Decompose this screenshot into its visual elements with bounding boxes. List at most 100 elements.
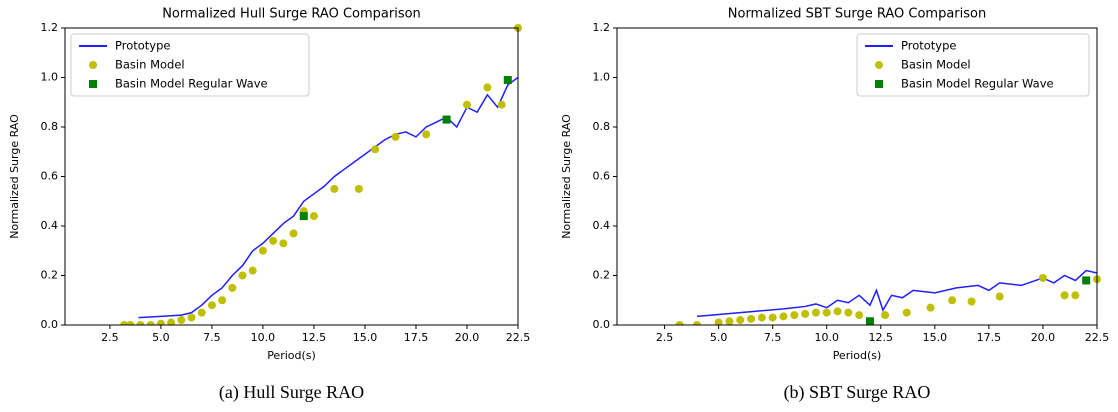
x-tick-label: 22.5 (506, 331, 531, 344)
data-point (693, 321, 701, 325)
chart-title: Normalized SBT Surge RAO Comparison (728, 7, 986, 22)
caption: (b) SBT Surge RAO (784, 382, 931, 403)
x-axis-label: Period(s) (267, 349, 316, 362)
legend-label: Basin Model Regular Wave (115, 77, 268, 91)
legend-swatch (875, 80, 883, 88)
data-point (503, 75, 512, 84)
data-point (865, 317, 874, 325)
series-line (138, 76, 519, 319)
x-tick-label: 12.5 (302, 331, 327, 344)
y-axis-label: Normalized Surge RAO (560, 114, 573, 239)
legend-label: Prototype (115, 39, 170, 53)
data-point (768, 313, 777, 322)
data-point (218, 296, 227, 305)
legend-label: Basin Model (901, 58, 971, 72)
legend-label: Prototype (901, 39, 956, 53)
x-tick-label: 5.0 (710, 331, 728, 344)
y-tick-label: 1.2 (593, 21, 611, 34)
data-point (269, 236, 278, 245)
data-point (714, 318, 723, 325)
plot-area (675, 269, 1101, 325)
data-point (197, 308, 206, 317)
y-tick-label: 0.4 (593, 219, 611, 232)
axes-frame (616, 27, 1098, 326)
data-point (228, 283, 237, 292)
y-tick-label: 0.0 (593, 318, 611, 331)
y-tick-label: 1.0 (593, 71, 611, 84)
x-tick-label: 7.5 (203, 331, 221, 344)
data-point (289, 229, 298, 238)
data-point (725, 317, 734, 325)
data-point (258, 246, 267, 255)
x-tick-label: 22.5 (1085, 331, 1110, 344)
caption: (a) Hull Surge RAO (219, 382, 364, 403)
panel: Normalized Hull Surge RAO Comparison Peri… (8, 7, 530, 404)
y-tick-label: 0.2 (41, 269, 59, 282)
data-point (967, 297, 976, 306)
legend-swatch (875, 61, 883, 69)
data-point (167, 318, 176, 325)
data-point (757, 313, 766, 322)
data-point (790, 311, 799, 320)
x-tick-label: 15.0 (353, 331, 378, 344)
x-axis-label: Period(s) (833, 349, 882, 362)
data-point (177, 316, 186, 325)
data-point (136, 321, 145, 325)
data-point (330, 184, 339, 193)
data-point (902, 308, 911, 317)
axes-frame (64, 27, 519, 326)
x-tick-label: 5.0 (152, 331, 170, 344)
data-point (442, 115, 451, 124)
data-point (1060, 291, 1069, 300)
legend: Prototype Basin Model Basin Model Regular … (856, 33, 1090, 97)
x-tick-label: 20.0 (1031, 331, 1056, 344)
data-point (238, 271, 247, 280)
x-tick-label: 2.5 (656, 331, 674, 344)
legend: Prototype Basin Model Basin Model Regular … (70, 33, 310, 97)
data-point (747, 314, 756, 323)
legend-box (70, 33, 310, 97)
data-point (279, 239, 288, 248)
legend-label: Basin Model Regular Wave (901, 77, 1054, 91)
legend-label: Basin Model (115, 58, 185, 72)
data-point (146, 321, 155, 325)
x-tick-label: 10.0 (251, 331, 276, 344)
y-tick-label: 0.4 (41, 219, 59, 232)
legend-swatch (89, 80, 97, 88)
data-point (462, 100, 471, 109)
y-tick-label: 0.2 (593, 269, 611, 282)
data-point (926, 303, 935, 312)
data-point (371, 145, 380, 154)
panel: Normalized SBT Surge RAO Comparison Perio… (560, 7, 1109, 404)
y-tick-label: 0.8 (593, 120, 611, 133)
data-point (881, 311, 890, 320)
data-point (1038, 273, 1047, 282)
x-tick-label: 7.5 (764, 331, 782, 344)
data-point (675, 321, 684, 325)
data-point (187, 313, 196, 322)
series-line (696, 269, 1098, 318)
data-point (497, 100, 506, 109)
data-point (391, 132, 400, 141)
x-tick-label: 12.5 (869, 331, 894, 344)
data-point (422, 130, 431, 139)
x-tick-label: 15.0 (923, 331, 948, 344)
data-point (1071, 291, 1080, 300)
legend-swatch (89, 61, 97, 69)
data-point (948, 296, 957, 305)
chart-title: Normalized Hull Surge RAO Comparison (162, 7, 421, 22)
y-tick-label: 0.6 (593, 170, 611, 183)
data-point (855, 311, 864, 320)
y-tick-label: 0.0 (41, 318, 59, 331)
data-point (1082, 276, 1091, 285)
x-tick-label: 17.5 (977, 331, 1002, 344)
data-point (126, 321, 135, 325)
data-point (483, 83, 492, 92)
data-point (801, 309, 810, 318)
y-axis-label: Normalized Surge RAO (8, 114, 21, 239)
data-point (833, 307, 842, 316)
x-tick-label: 20.0 (455, 331, 480, 344)
data-point (736, 316, 745, 325)
y-tick-label: 0.8 (41, 120, 59, 133)
